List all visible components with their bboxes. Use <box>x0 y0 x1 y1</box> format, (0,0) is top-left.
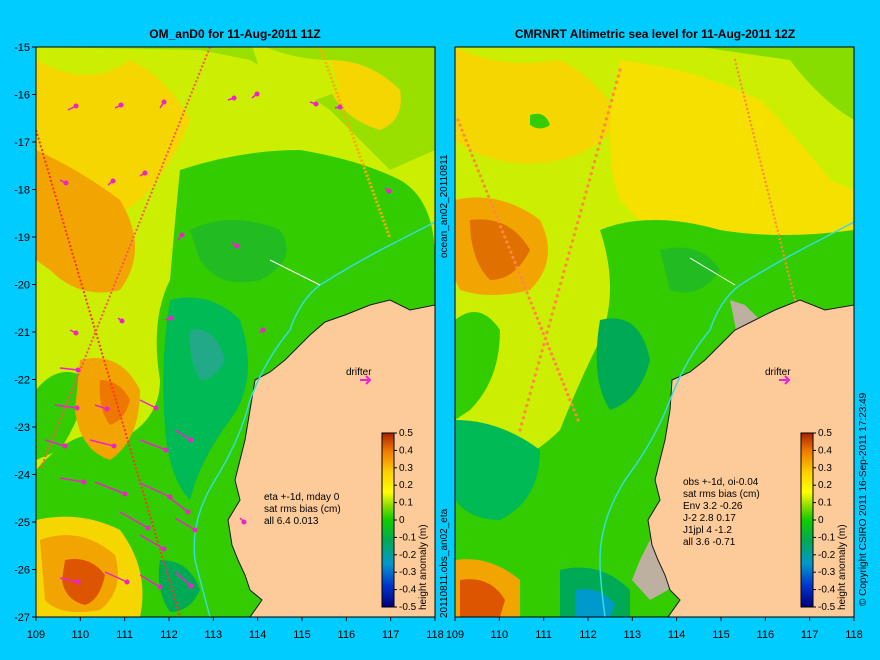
left-x-tick: 110 <box>72 629 90 641</box>
right-x-tick: 117 <box>801 629 819 641</box>
left-colorbar-tick: -0.1 <box>399 532 417 543</box>
right-contour-map: drifter 0.5 0.4 0.3 0.2 0.1 0 -0.1 -0.2 -0.3 -0.4… <box>455 47 854 617</box>
copyright-note: © Copyright CSIRO 2011 16-Sep-2011 17:23… <box>858 392 869 606</box>
right-stats-line-4: J-2 2.8 0.17 <box>683 513 736 524</box>
left-x-tick: 109 <box>27 629 45 641</box>
left-colorbar-tick: 0.4 <box>399 445 413 456</box>
left-drifter-label: drifter <box>346 367 372 378</box>
right-colorbar-tick: 0.5 <box>818 428 832 439</box>
y-tick: -17 <box>14 137 30 149</box>
drifter-arrow-icon <box>360 375 372 385</box>
right-x-tick: 110 <box>491 629 509 641</box>
right-colorbar-tick: -0.4 <box>818 585 836 596</box>
right-x-tick: 115 <box>712 629 730 641</box>
right-colorbar-tick: 0.3 <box>818 463 832 474</box>
left-colorbar-tick: -0.4 <box>399 585 417 596</box>
left-x-tick: 115 <box>293 629 311 641</box>
right-stats-line-5: J1jpl 4 -1.2 <box>683 525 732 536</box>
left-x-tick: 111 <box>116 629 133 641</box>
y-tick: -18 <box>14 185 30 197</box>
y-tick: -20 <box>14 280 30 292</box>
left-y-axis: -15 -16 -17 -18 -19 -20 -21 -22 -23 -24 -25 -26 -27 <box>14 42 36 624</box>
right-side-label: ocean_an02_20110811 <box>439 154 450 258</box>
right-stats-line-6: all 3.6 -0.71 <box>683 537 736 548</box>
right-x-tick: 114 <box>668 629 686 641</box>
left-panel-title: OM_anD0 for 11-Aug-2011 11Z <box>149 27 320 41</box>
left-panel: OM_anD0 for 11-Aug-2011 11Z drifter 0.50… <box>14 27 444 641</box>
left-colorbar-tick: 0.1 <box>399 498 413 509</box>
right-x-tick: 111 <box>535 629 552 641</box>
left-x-tick: 113 <box>205 629 223 641</box>
right-x-tick: 113 <box>624 629 642 641</box>
velocity-vectors <box>44 91 392 590</box>
y-tick: -22 <box>14 375 30 387</box>
right-colorbar-tick: -0.1 <box>818 532 836 543</box>
right-colorbar-tick: 0.2 <box>818 480 832 491</box>
altimeter-observations <box>456 58 797 432</box>
right-x-tick: 109 <box>446 629 464 641</box>
left-x-tick: 114 <box>249 629 267 641</box>
right-colorbar-tick: 0.1 <box>818 498 832 509</box>
left-stats-line-3: all 6.4 0.013 <box>264 516 319 527</box>
right-colorbar-ticks: 0.5 0.4 0.3 0.2 0.1 0 -0.1 -0.2 -0.3 -0.4 -0.5 <box>813 428 836 613</box>
y-tick: -23 <box>14 422 30 434</box>
right-x-tick: 118 <box>845 629 863 641</box>
left-stats-line-1: eta +-1d, mday 0 <box>264 492 340 503</box>
left-x-tick: 116 <box>338 629 356 641</box>
left-x-tick: 118 <box>426 629 444 641</box>
right-x-tick: 112 <box>579 629 597 641</box>
y-tick: -25 <box>14 517 30 529</box>
right-colorbar <box>800 432 814 608</box>
right-panel-title: CMRNRT Altimetric sea level for 11-Aug-2… <box>515 27 795 41</box>
right-colorbar-tick: -0.3 <box>818 567 836 578</box>
y-tick: -24 <box>14 470 30 482</box>
left-colorbar-tick: 0.2 <box>399 480 413 491</box>
right-colorbar-tick: -0.5 <box>818 602 836 613</box>
left-contour-map: drifter 0.5 0.4 0.3 0.2 0.1 0 -0.1 -0.2 -0.3 -0.4… <box>36 47 435 617</box>
left-colorbar-tick: 0 <box>399 515 405 526</box>
y-tick: -21 <box>14 327 30 339</box>
right-colorbar-tick: 0 <box>818 515 824 526</box>
left-colorbar-tick: -0.3 <box>399 567 417 578</box>
left-colorbar-tick: -0.2 <box>399 550 417 561</box>
left-x-tick: 112 <box>160 629 178 641</box>
y-tick: -26 <box>14 565 30 577</box>
left-stats-line-2: sat rms bias (cm) <box>264 504 341 515</box>
left-side-label: 20110811.obs_an02_eta <box>439 508 450 618</box>
left-x-axis: 109 110 111 112 113 114 115 116 117 118 <box>27 617 444 641</box>
left-colorbar-tick: -0.5 <box>399 602 417 613</box>
right-x-axis: 109 110 111 112 113 114 115 116 117 118 <box>446 617 863 641</box>
left-colorbar-label: height anomaly (m) <box>418 524 429 610</box>
right-stats-line-3: Env 3.2 -0.26 <box>683 501 743 512</box>
right-stats-line-2: sat rms bias (cm) <box>683 489 760 500</box>
right-colorbar-label: height anomaly (m) <box>837 524 848 610</box>
right-x-tick: 116 <box>757 629 775 641</box>
y-tick: -16 <box>14 90 30 102</box>
left-x-tick: 117 <box>382 629 400 641</box>
left-colorbar-ticks: 0.5 0.4 0.3 0.2 0.1 0 -0.1 -0.2 -0.3 -0.4 -0.5 <box>394 428 417 613</box>
right-panel: CMRNRT Altimetric sea level for 11-Aug-2… <box>446 27 863 641</box>
left-colorbar-tick: 0.5 <box>399 428 413 439</box>
left-colorbar-tick: 0.3 <box>399 463 413 474</box>
y-tick: -27 <box>14 612 30 624</box>
drifter-arrow-icon <box>779 375 791 385</box>
left-colorbar <box>381 432 395 608</box>
right-colorbar-tick: 0.4 <box>818 445 832 456</box>
right-stats-line-1: obs +-1d, oi-0.04 <box>683 477 759 488</box>
right-colorbar-tick: -0.2 <box>818 550 836 561</box>
y-tick: -19 <box>14 232 30 244</box>
right-drifter-label: drifter <box>765 367 791 378</box>
y-tick: -15 <box>14 42 30 54</box>
